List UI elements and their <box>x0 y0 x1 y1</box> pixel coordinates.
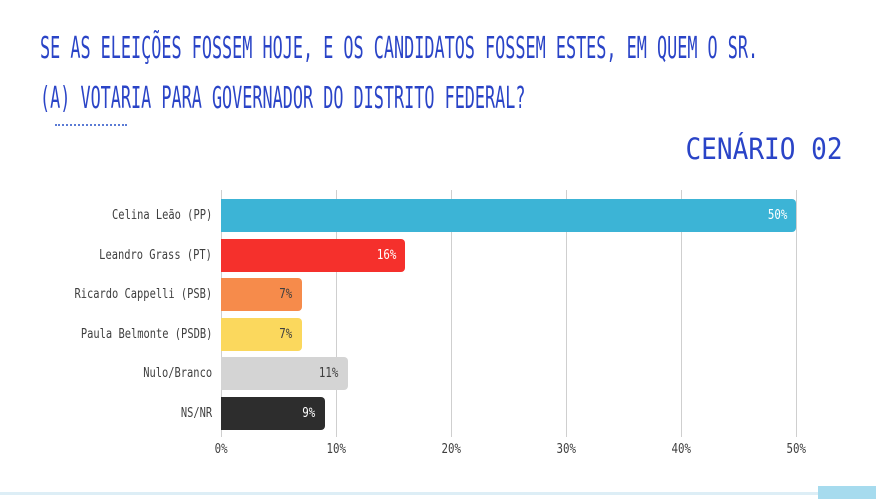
footer-strip <box>0 492 876 495</box>
footer-accent-bar <box>818 486 876 499</box>
x-axis-tick: 0% <box>214 441 228 457</box>
x-axis-tick: 10% <box>326 441 346 457</box>
bar-ns-nr: 9% <box>221 396 325 430</box>
x-axis-tick: 20% <box>441 441 461 457</box>
bar-value-label: 50% <box>767 207 787 223</box>
bar-paula-belmonte: 7% <box>221 317 302 351</box>
category-label: NS/NR <box>180 405 212 421</box>
category-label: Leandro Grass (PT) <box>99 247 212 263</box>
bar-celina-leao: 50% <box>221 199 796 232</box>
category-label: Ricardo Cappelli (PSB) <box>74 287 212 302</box>
question-title-line1: SE AS ELEIÇÕES FOSSEM HOJE, E OS CANDIDA… <box>40 31 759 66</box>
bar-value-label: 9% <box>302 404 316 421</box>
gridline <box>221 190 222 437</box>
bar-leandro-grass: 16% <box>221 238 405 272</box>
bar-row: Leandro Grass (PT) 16% <box>0 238 876 272</box>
gridline <box>336 190 337 437</box>
bar-nulo-branco: 11% <box>221 357 348 390</box>
scenario-label: CENÁRIO 02 <box>685 132 843 166</box>
bar-value-label: 7% <box>279 325 293 342</box>
bar-value-label: 11% <box>318 365 339 381</box>
x-axis-tick: 50% <box>786 441 806 457</box>
bar-value-label: 16% <box>376 246 396 263</box>
gridline <box>796 190 797 437</box>
question-title-line2: (A) VOTARIA PARA GOVERNADOR DO DISTRITO … <box>40 81 526 116</box>
x-axis-tick: 40% <box>671 441 691 457</box>
question-title: SE AS ELEIÇÕES FOSSEM HOJE, E OS CANDIDA… <box>40 24 876 124</box>
bar-row: Paula Belmonte (PSDB) 7% <box>0 317 876 351</box>
gridline <box>451 190 452 437</box>
category-label: Nulo/Branco <box>143 366 212 381</box>
bar-row: Nulo/Branco 11% <box>0 357 876 390</box>
bar-row: Celina Leão (PP) 50% <box>0 199 876 232</box>
title-dotted-underline <box>55 124 127 126</box>
gridline <box>566 190 567 437</box>
bar-row: NS/NR 9% <box>0 396 876 430</box>
gridline <box>681 190 682 437</box>
bar-chart: Celina Leão (PP) 50% Leandro Grass (PT) … <box>0 190 876 470</box>
bar-rows: Celina Leão (PP) 50% Leandro Grass (PT) … <box>0 199 876 436</box>
bar-row: Ricardo Cappelli (PSB) 7% <box>0 278 876 311</box>
category-label: Celina Leão (PP) <box>111 208 212 223</box>
x-axis-tick: 30% <box>556 441 576 457</box>
category-label: Paula Belmonte (PSDB) <box>80 326 213 342</box>
bar-value-label: 7% <box>279 286 293 302</box>
bar-ricardo-cappelli: 7% <box>221 278 302 311</box>
